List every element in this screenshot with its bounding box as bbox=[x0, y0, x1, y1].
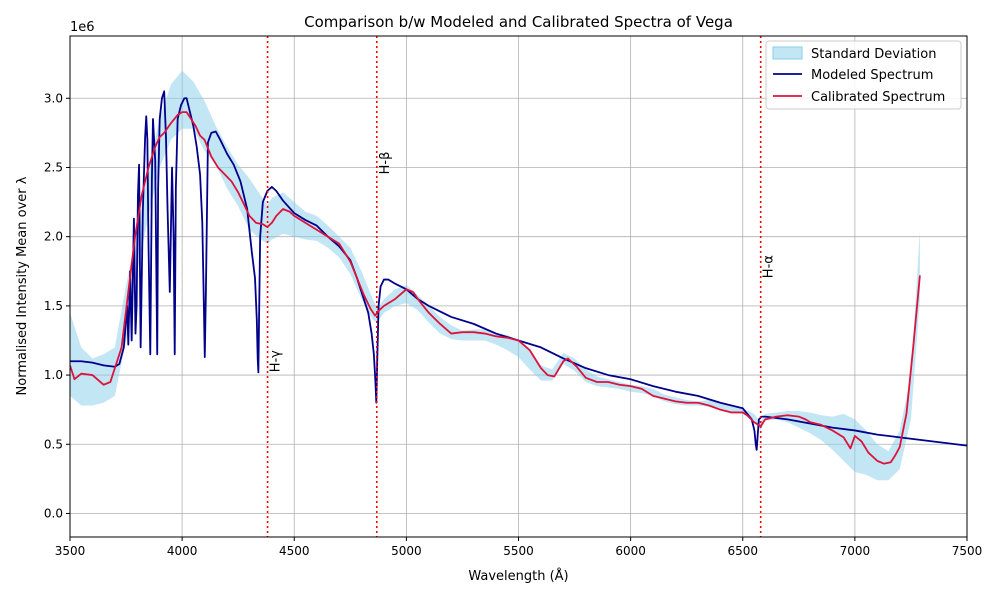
modeled-spectrumline bbox=[70, 90, 967, 451]
y-tick-label: 0.0 bbox=[44, 506, 63, 520]
x-tick-label: 3500 bbox=[55, 544, 86, 558]
x-tick-label: 5500 bbox=[503, 544, 534, 558]
x-tick-label: 7500 bbox=[952, 544, 983, 558]
x-tick-label: 6500 bbox=[727, 544, 758, 558]
x-axis-ticks: 3500 4000 4500 5000 5500 6000 6500 7000 7500 bbox=[55, 537, 983, 558]
y-tick-label: 0.5 bbox=[44, 437, 63, 451]
y-axis-label: Normalised Intensity Mean over λ bbox=[15, 176, 30, 395]
reference-lines bbox=[266, 36, 762, 537]
x-tick-label: 4000 bbox=[167, 544, 198, 558]
reference-line-label: H-γ bbox=[269, 350, 284, 372]
x-tick-label: 5000 bbox=[391, 544, 422, 558]
calibrated-spectrumline bbox=[70, 111, 921, 465]
legend-label-modeled: Modeled Spectrum bbox=[811, 68, 933, 83]
x-tick-label: 6000 bbox=[615, 544, 646, 558]
y-tick-label: 2.0 bbox=[44, 230, 63, 244]
std-band-layer bbox=[70, 70, 920, 481]
y-tick-label: 1.5 bbox=[44, 299, 63, 313]
legend: Standard Deviation Modeled Spectrum Cali… bbox=[765, 40, 962, 110]
y-axis-ticks: 0.0 0.5 1.0 1.5 2.0 2.5 3.0 bbox=[44, 91, 70, 520]
y-offset-label: 1e6 bbox=[70, 20, 95, 35]
x-tick-label: 4500 bbox=[279, 544, 310, 558]
grid bbox=[69, 36, 968, 537]
y-tick-label: 1.0 bbox=[44, 368, 63, 382]
y-tick-label: 2.5 bbox=[44, 160, 63, 174]
chart-title: Comparison b/w Modeled and Calibrated Sp… bbox=[304, 13, 733, 31]
y-tick-label: 3.0 bbox=[44, 91, 63, 105]
legend-label-std: Standard Deviation bbox=[811, 47, 936, 62]
legend-box bbox=[765, 40, 962, 110]
reference-line-label: H-β bbox=[378, 152, 393, 175]
x-tick-label: 7000 bbox=[840, 544, 871, 558]
legend-label-calibrated: Calibrated Spectrum bbox=[811, 90, 945, 105]
std-deviation-band bbox=[70, 70, 920, 481]
spectrum-lines bbox=[70, 90, 967, 465]
plot-area bbox=[70, 36, 967, 537]
x-axis-label: Wavelength (Å) bbox=[468, 568, 568, 584]
reference-line-labels: H-γ H-β H-α bbox=[269, 152, 777, 373]
reference-line-label: H-α bbox=[762, 255, 777, 278]
legend-swatch-std bbox=[772, 46, 803, 60]
